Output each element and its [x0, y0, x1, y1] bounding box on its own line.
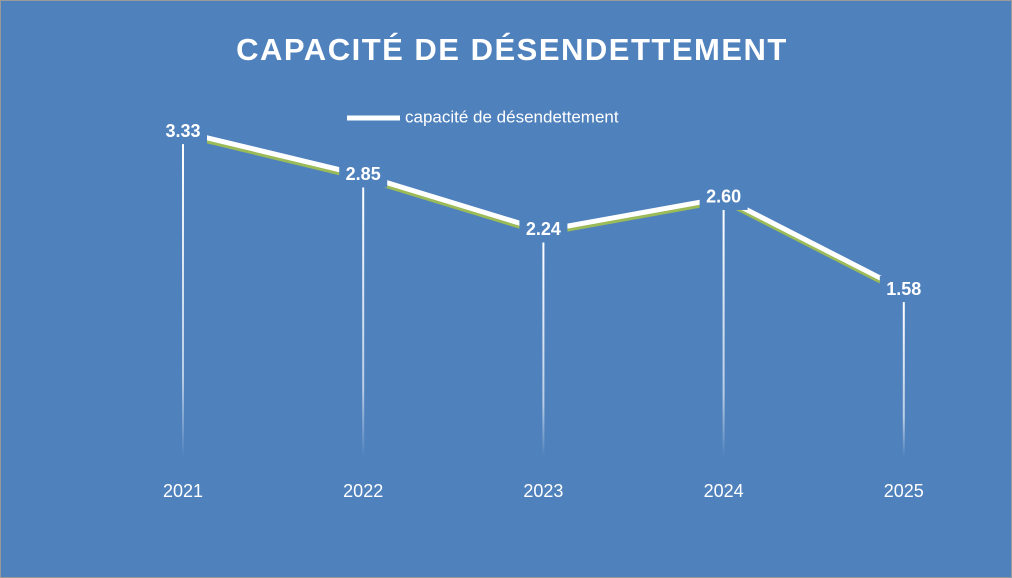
- data-label-bg: [519, 216, 568, 243]
- data-label: 2.60: [706, 187, 741, 207]
- x-tick-label: 2023: [523, 481, 563, 501]
- drop-line: [542, 242, 545, 457]
- data-label: 2.85: [346, 164, 381, 184]
- drop-line: [362, 187, 365, 457]
- data-label-bg: [339, 161, 388, 188]
- data-label: 2.24: [526, 219, 561, 239]
- legend-label: capacité de désendettement: [405, 107, 619, 126]
- drop-line: [722, 209, 725, 457]
- drop-line: [182, 144, 184, 457]
- data-label-bg: [699, 183, 748, 210]
- x-tick-label: 2021: [163, 481, 203, 501]
- x-tick-label: 2024: [704, 481, 744, 501]
- x-tick-label: 2025: [884, 481, 924, 501]
- data-label: 3.33: [165, 121, 200, 141]
- data-label: 1.58: [886, 279, 921, 299]
- x-tick-label: 2022: [343, 481, 383, 501]
- data-label-bg: [879, 276, 928, 303]
- drop-line: [902, 302, 905, 457]
- data-label-bg: [159, 118, 207, 145]
- chart-title: CAPACITÉ DE DÉSENDETTEMENT: [236, 32, 788, 67]
